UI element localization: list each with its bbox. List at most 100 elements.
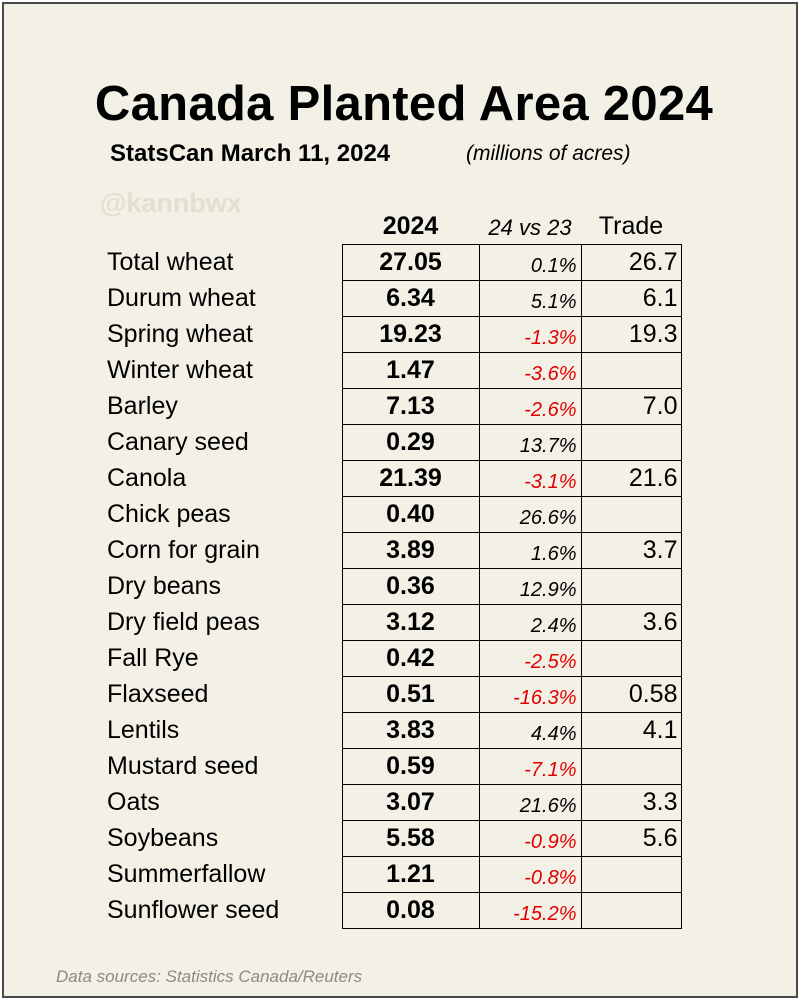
crop-label: Chick peas	[107, 500, 231, 528]
value-2024-cell: 3.83	[341, 712, 480, 749]
crop-label: Canola	[107, 464, 187, 492]
table-row: Soybeans 5.58 -0.9% 5.6	[101, 820, 682, 857]
change-cell: 26.6%	[478, 496, 582, 533]
trade-estimate-cell: 26.7	[580, 244, 682, 281]
data-table: Total wheat 27.05 0.1% 26.7 Durum wheat 6.34 5…	[101, 244, 682, 929]
column-header-2024: 2024	[382, 212, 439, 240]
data-source-footer: Data sources: Statistics Canada/Reuters	[56, 967, 363, 986]
trade-estimate-cell: 3.3	[580, 784, 682, 821]
value-2024-cell: 3.07	[341, 784, 480, 821]
change-cell: -7.1%	[478, 748, 582, 785]
value-2024-cell: 0.36	[341, 568, 480, 605]
column-header-change: 24 vs 23	[488, 215, 572, 240]
table-row: Spring wheat 19.23 -1.3% 19.3	[101, 316, 682, 353]
table-row: Dry beans 0.36 12.9%	[101, 568, 682, 605]
change-cell: -0.8%	[478, 856, 582, 893]
crop-label: Dry beans	[107, 572, 221, 600]
trade-estimate-cell	[580, 856, 682, 893]
change-cell: 0.1%	[478, 244, 582, 281]
value-2024-cell: 6.34	[341, 280, 480, 317]
trade-estimate-cell	[580, 640, 682, 677]
change-cell: -3.6%	[478, 352, 582, 389]
trade-estimate-cell	[580, 352, 682, 389]
crop-label: Spring wheat	[107, 320, 253, 348]
table-row: Canola 21.39 -3.1% 21.6	[101, 460, 682, 497]
value-2024-cell: 19.23	[341, 316, 480, 353]
table-row: Durum wheat 6.34 5.1% 6.1	[101, 280, 682, 317]
crop-label: Barley	[107, 392, 178, 420]
value-2024-cell: 0.59	[341, 748, 480, 785]
crop-label: Oats	[107, 788, 160, 816]
trade-estimate-cell	[580, 892, 682, 929]
change-cell: -2.5%	[478, 640, 582, 677]
table-row: Chick peas 0.40 26.6%	[101, 496, 682, 533]
value-2024-cell: 0.29	[341, 424, 480, 461]
change-cell: 13.7%	[478, 424, 582, 461]
trade-estimate-cell: 21.6	[580, 460, 682, 497]
crop-label: Durum wheat	[107, 284, 256, 312]
crop-label: Canary seed	[107, 428, 249, 456]
crop-label: Lentils	[107, 716, 180, 744]
crop-label: Soybeans	[107, 824, 219, 852]
trade-estimate-cell: 5.6	[580, 820, 682, 857]
change-cell: -3.1%	[478, 460, 582, 497]
change-cell: 12.9%	[478, 568, 582, 605]
change-cell: -15.2%	[478, 892, 582, 929]
table-row: Corn for grain 3.89 1.6% 3.7	[101, 532, 682, 569]
table-row: Summerfallow 1.21 -0.8%	[101, 856, 682, 893]
change-cell: 4.4%	[478, 712, 582, 749]
value-2024-cell: 1.47	[341, 352, 480, 389]
trade-estimate-cell: 6.1	[580, 280, 682, 317]
table-row: Barley 7.13 -2.6% 7.0	[101, 388, 682, 425]
table-row: Sunflower seed 0.08 -15.2%	[101, 892, 682, 929]
change-cell: 2.4%	[478, 604, 582, 641]
chart-title: Canada Planted Area 2024	[94, 77, 714, 131]
value-2024-cell: 0.40	[341, 496, 480, 533]
value-2024-cell: 0.51	[341, 676, 480, 713]
table-row: Dry field peas 3.12 2.4% 3.6	[101, 604, 682, 641]
table-row: Fall Rye 0.42 -2.5%	[101, 640, 682, 677]
watermark: @kannbwx	[100, 188, 242, 218]
trade-estimate-cell: 4.1	[580, 712, 682, 749]
trade-estimate-cell	[580, 568, 682, 605]
crop-label: Summerfallow	[107, 860, 266, 888]
trade-estimate-cell	[580, 424, 682, 461]
crop-label: Sunflower seed	[107, 896, 280, 924]
crop-label: Mustard seed	[107, 752, 259, 780]
change-cell: -2.6%	[478, 388, 582, 425]
table-row: Flaxseed 0.51 -16.3% 0.58	[101, 676, 682, 713]
crop-label: Dry field peas	[107, 608, 260, 636]
trade-estimate-cell	[580, 748, 682, 785]
crop-label: Fall Rye	[107, 644, 199, 672]
value-2024-cell: 3.12	[341, 604, 480, 641]
table-row: Winter wheat 1.47 -3.6%	[101, 352, 682, 389]
trade-estimate-cell: 7.0	[580, 388, 682, 425]
crop-label: Corn for grain	[107, 536, 260, 564]
value-2024-cell: 3.89	[341, 532, 480, 569]
table-row: Mustard seed 0.59 -7.1%	[101, 748, 682, 785]
table-row: Lentils 3.83 4.4% 4.1	[101, 712, 682, 749]
change-cell: 21.6%	[478, 784, 582, 821]
value-2024-cell: 5.58	[341, 820, 480, 857]
crop-label: Winter wheat	[107, 356, 253, 384]
column-header-trade: Trade	[598, 212, 664, 240]
trade-estimate-cell: 3.6	[580, 604, 682, 641]
chart-subtitle: StatsCan March 11, 2024	[110, 140, 391, 167]
value-2024-cell: 21.39	[341, 460, 480, 497]
trade-estimate-cell: 0.58	[580, 676, 682, 713]
trade-estimate-cell: 3.7	[580, 532, 682, 569]
trade-estimate-cell: 19.3	[580, 316, 682, 353]
crop-label: Total wheat	[107, 248, 234, 276]
table-row: Total wheat 27.05 0.1% 26.7	[101, 244, 682, 281]
value-2024-cell: 0.08	[341, 892, 480, 929]
value-2024-cell: 27.05	[341, 244, 480, 281]
crop-label: Flaxseed	[107, 680, 209, 708]
change-cell: 1.6%	[478, 532, 582, 569]
change-cell: -16.3%	[478, 676, 582, 713]
value-2024-cell: 1.21	[341, 856, 480, 893]
units-label: (millions of acres)	[466, 142, 631, 165]
change-cell: 5.1%	[478, 280, 582, 317]
change-cell: -1.3%	[478, 316, 582, 353]
trade-estimate-cell	[580, 496, 682, 533]
